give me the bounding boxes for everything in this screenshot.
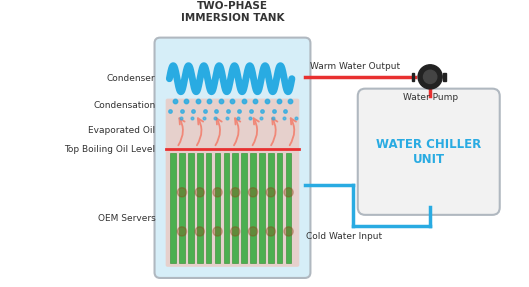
Bar: [224, 153, 229, 263]
Bar: [215, 153, 220, 263]
Text: Condenser: Condenser: [107, 74, 156, 83]
Bar: [206, 153, 212, 263]
Circle shape: [424, 70, 437, 84]
Text: Top Boiling Oil Level: Top Boiling Oil Level: [65, 145, 156, 154]
Circle shape: [249, 188, 258, 197]
Text: Evaporated Oil: Evaporated Oil: [88, 127, 156, 135]
Text: OEM Servers: OEM Servers: [98, 214, 156, 223]
Bar: [277, 153, 282, 263]
Bar: [412, 73, 414, 81]
Circle shape: [195, 188, 204, 197]
Circle shape: [266, 188, 276, 197]
Circle shape: [231, 188, 240, 197]
FancyBboxPatch shape: [154, 38, 311, 278]
Bar: [179, 153, 185, 263]
Circle shape: [284, 227, 293, 236]
Text: Warm Water Output: Warm Water Output: [309, 62, 399, 71]
Text: WATER CHILLER
UNIT: WATER CHILLER UNIT: [376, 138, 481, 166]
Bar: [232, 153, 238, 263]
Bar: [197, 153, 203, 263]
Text: TWO-PHASE
IMMERSION TANK: TWO-PHASE IMMERSION TANK: [181, 1, 284, 23]
Bar: [259, 153, 264, 263]
Text: Cold Water Input: Cold Water Input: [306, 232, 382, 241]
Circle shape: [231, 227, 240, 236]
Circle shape: [249, 227, 258, 236]
Bar: [443, 73, 446, 81]
Circle shape: [177, 188, 187, 197]
Bar: [268, 153, 273, 263]
Circle shape: [195, 227, 204, 236]
FancyBboxPatch shape: [358, 89, 500, 215]
Circle shape: [213, 188, 222, 197]
Bar: [170, 153, 176, 263]
Circle shape: [213, 227, 222, 236]
Text: Condensation: Condensation: [93, 101, 156, 110]
Bar: [250, 153, 256, 263]
Bar: [286, 153, 291, 263]
Circle shape: [177, 227, 187, 236]
FancyBboxPatch shape: [166, 99, 299, 267]
Circle shape: [284, 188, 293, 197]
Circle shape: [266, 227, 276, 236]
Circle shape: [418, 65, 442, 89]
Bar: [188, 153, 194, 263]
Bar: [241, 153, 247, 263]
Text: Water Pump: Water Pump: [403, 93, 458, 102]
